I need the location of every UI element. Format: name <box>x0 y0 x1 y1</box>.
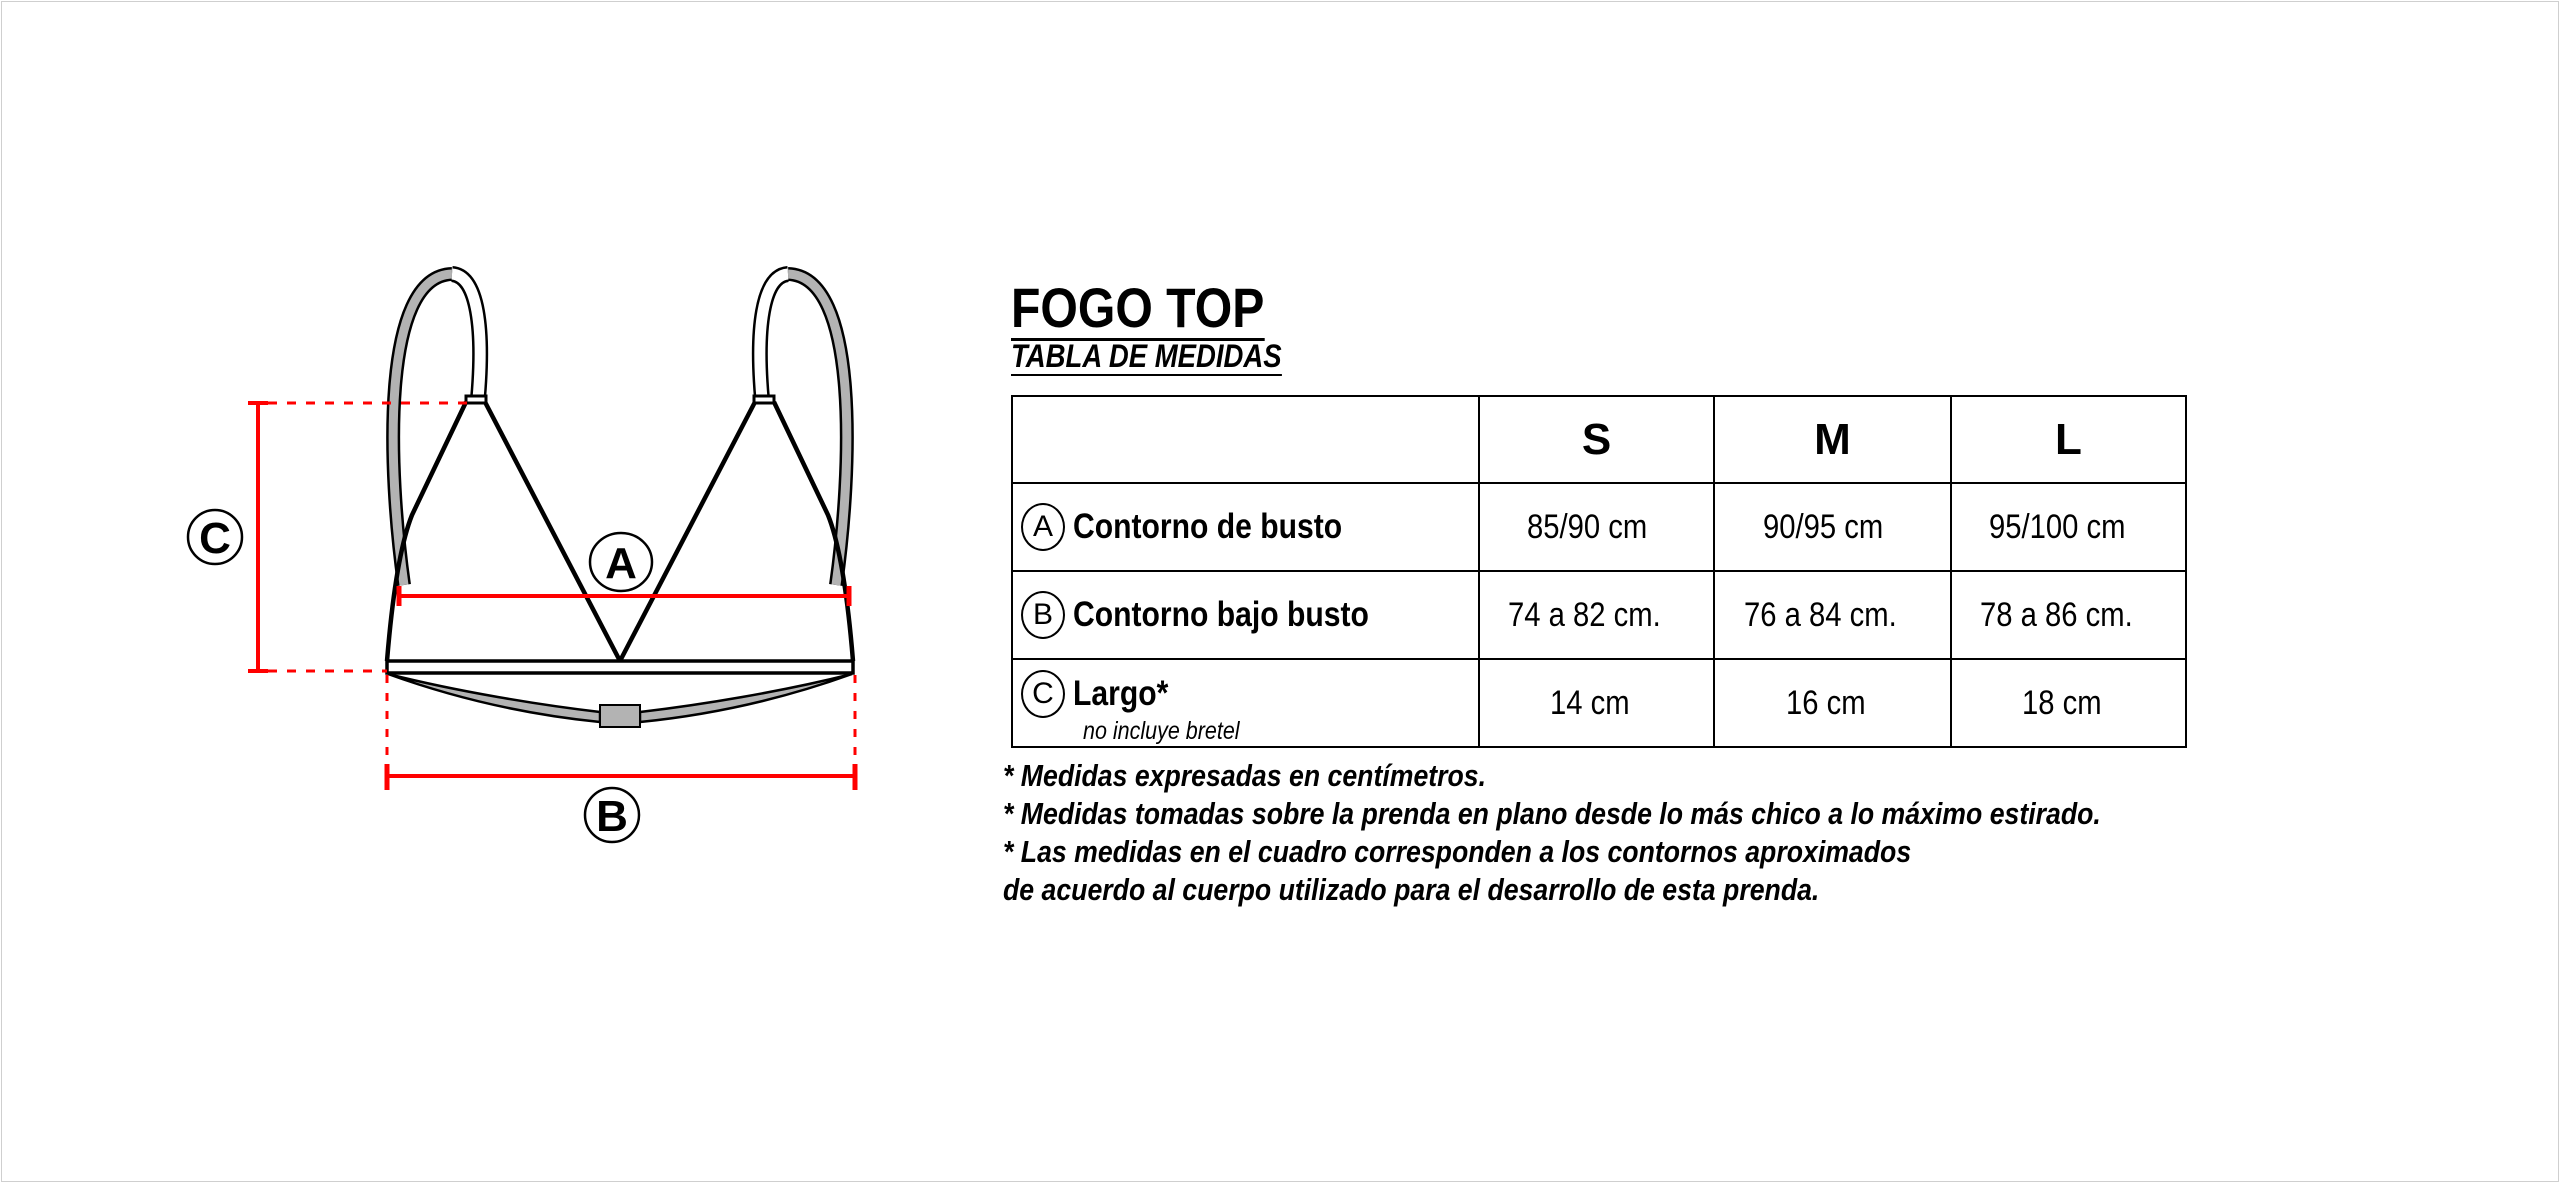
size-header-s: S <box>1478 395 1715 484</box>
letter-badge: A <box>1021 503 1065 551</box>
svg-text:A: A <box>605 539 637 588</box>
label-c: C <box>186 508 244 566</box>
header-empty-cell <box>1011 395 1480 484</box>
row-label: Largo* <box>1073 674 1169 713</box>
left-cup-outer <box>384 401 469 662</box>
footnote-3: * Las medidas en el cuadro corresponden … <box>1003 834 1912 869</box>
product-title: FOGO TOP <box>1011 276 1265 341</box>
table-row: A Contorno de busto 85/90 cm 90/95 cm 95/… <box>1011 482 2187 572</box>
table-cell: 14 cm <box>1478 658 1715 748</box>
table-header-row: S M L <box>1011 395 2187 484</box>
label-b: B <box>583 786 641 844</box>
table-cell: 74 a 82 cm. <box>1478 570 1715 660</box>
left-half <box>384 266 622 724</box>
row-sublabel: no incluye bretel <box>1083 717 1240 745</box>
size-table: S M L A Contorno de busto 85/90 cm 90/95 … <box>1011 395 2187 748</box>
size-header-m: M <box>1713 395 1952 484</box>
bra-illustration <box>384 266 855 728</box>
left-cup-inner <box>483 400 622 663</box>
size-header-l: L <box>1950 395 2187 484</box>
table-cell: 85/90 cm <box>1478 482 1715 572</box>
letter-badge: B <box>1021 591 1065 639</box>
row-label: Contorno bajo busto <box>1073 595 1369 634</box>
table-row: B Contorno bajo busto 74 a 82 cm. 76 a 84… <box>1011 570 2187 660</box>
row-label: Contorno de busto <box>1073 507 1343 546</box>
clasp <box>599 704 641 728</box>
table-row: C Largo* no incluye bretel 14 cm 16 cm 18 … <box>1011 658 2187 748</box>
footnote-2: * Medidas tomadas sobre la prenda en pla… <box>1003 796 2101 831</box>
svg-text:B: B <box>596 792 628 841</box>
left-underband <box>387 672 602 724</box>
table-subtitle: TABLA DE MEDIDAS <box>1011 338 1282 376</box>
table-cell: 18 cm <box>1950 658 2187 748</box>
table-cell: 78 a 86 cm. <box>1950 570 2187 660</box>
left-strap-fill <box>388 269 453 586</box>
bottom-band <box>385 659 855 675</box>
svg-text:C: C <box>199 514 231 563</box>
table-cell: 95/100 cm <box>1950 482 2187 572</box>
label-a: A <box>588 531 654 593</box>
table-cell: 76 a 84 cm. <box>1713 570 1952 660</box>
letter-badge: C <box>1021 670 1065 718</box>
table-cell: 90/95 cm <box>1713 482 1952 572</box>
table-cell: 16 cm <box>1713 658 1952 748</box>
footnote-1: * Medidas expresadas en centímetros. <box>1003 758 1487 793</box>
measure-lines <box>248 401 858 790</box>
footnote-4: de acuerdo al cuerpo utilizado para el d… <box>1003 872 1820 907</box>
